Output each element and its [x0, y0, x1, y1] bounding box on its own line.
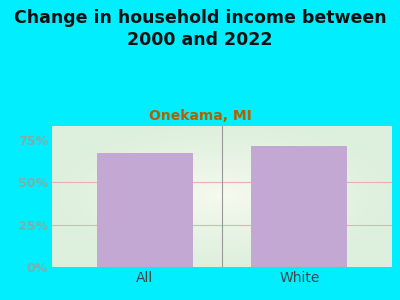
- Text: Onekama, MI: Onekama, MI: [149, 110, 251, 124]
- Bar: [97, 153, 193, 267]
- Text: Change in household income between
2000 and 2022: Change in household income between 2000 …: [14, 9, 386, 49]
- Bar: [251, 146, 347, 267]
